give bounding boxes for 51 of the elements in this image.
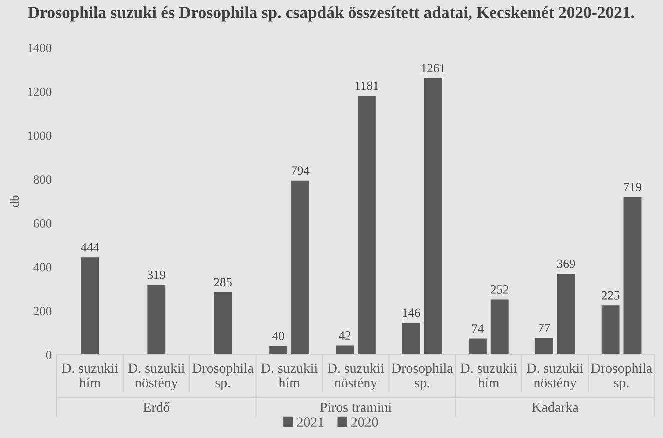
bar — [602, 306, 620, 355]
text: Piros tramini — [320, 402, 392, 412]
x-tick-label: Drosophila sp. — [392, 363, 454, 390]
bar — [424, 78, 442, 355]
bar — [557, 274, 576, 355]
bar — [358, 96, 376, 355]
data-label: 146 — [403, 308, 420, 318]
x-tick-label: Drosophila sp. — [192, 363, 254, 390]
data-label: 225 — [602, 291, 620, 300]
x-tick-label: D. suzukii nöstény — [328, 363, 384, 391]
y-tick-label: 1000 — [28, 132, 52, 140]
x-tick-label: D. suzukii nöstény — [128, 363, 185, 391]
y-tick-label: 800 — [34, 176, 52, 184]
chart-title: Drosophila suzuki és Drosophila sp. csapdák összesített adatai, Kecskemét 2020-2021. — [28, 6, 634, 22]
y-tick-label: 0 — [46, 351, 52, 360]
bar — [402, 322, 420, 355]
data-label: 444 — [81, 243, 100, 252]
data-label: 719 — [624, 183, 642, 192]
bar — [468, 338, 487, 355]
data-label: 285 — [214, 278, 232, 287]
data-label: 42 — [339, 332, 351, 340]
bar — [490, 300, 509, 355]
bar — [336, 346, 354, 355]
data-label: 319 — [148, 270, 166, 280]
x-tick-label: D. suzukii hím — [62, 363, 119, 388]
bar — [270, 346, 288, 355]
y-tick-label: 1400 — [28, 44, 52, 52]
data-label: 77 — [538, 324, 550, 332]
data-label: 369 — [558, 260, 576, 268]
y-tick-label: 600 — [34, 219, 52, 228]
data-label: 252 — [491, 286, 509, 294]
bar — [624, 197, 642, 355]
x-tick-label: D. suzukii hím — [460, 363, 518, 388]
y-axis-title: db — [10, 196, 20, 208]
y-tick-label: 400 — [34, 263, 52, 272]
bar — [535, 338, 554, 355]
data-label: 74 — [472, 324, 484, 333]
legend-label: 2021 — [297, 418, 324, 428]
legend-label: 2020 — [352, 418, 378, 428]
bar — [292, 180, 310, 355]
data-label: 1181 — [356, 82, 378, 90]
x-tick-label: D. suzukii hím — [261, 363, 318, 388]
data-label: 794 — [292, 166, 310, 176]
text: Kadarka — [532, 402, 579, 412]
x-tick-label: Drosophila sp. — [591, 363, 652, 390]
data-label: 40 — [272, 332, 284, 340]
data-label: 1261 — [422, 64, 446, 73]
text: Erdő — [144, 402, 170, 412]
x-tick-label: D. suzukii nöstény — [527, 363, 584, 391]
y-tick-label: 1200 — [28, 88, 52, 96]
y-tick-label: 200 — [34, 307, 52, 316]
